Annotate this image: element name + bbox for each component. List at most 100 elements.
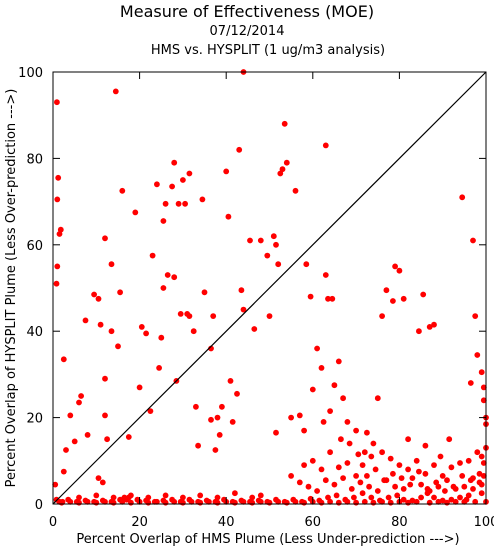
x-axis-label: Percent Overlap of HMS Plume (Less Under…	[76, 532, 459, 547]
x-tick-label: 60	[305, 515, 322, 530]
y-tick-label: 20	[26, 412, 43, 427]
data-point	[54, 99, 60, 106]
data-point	[188, 498, 195, 505]
data-point	[442, 488, 448, 494]
data-point	[193, 403, 199, 410]
data-point	[327, 449, 333, 456]
data-point	[52, 481, 59, 488]
data-point	[418, 494, 424, 501]
data-point	[318, 466, 325, 473]
data-point	[353, 499, 359, 506]
data-point	[208, 416, 214, 423]
data-point	[353, 427, 359, 434]
data-point	[368, 494, 375, 501]
data-point	[353, 473, 359, 479]
data-point	[164, 272, 171, 278]
data-point	[303, 261, 310, 268]
data-point	[344, 460, 351, 466]
data-point	[400, 496, 407, 503]
data-point	[296, 479, 303, 486]
data-point	[76, 499, 82, 506]
data-point	[214, 414, 221, 421]
data-point	[394, 492, 401, 499]
plot-area: 0 20 40 60 80 100 0 20 40 60 80 100	[18, 66, 494, 530]
data-point	[309, 386, 316, 393]
data-point	[335, 358, 342, 365]
data-point	[448, 464, 455, 471]
data-point	[84, 498, 91, 505]
data-point	[448, 496, 455, 503]
data-point	[338, 436, 344, 443]
data-point	[102, 235, 108, 242]
x-tick-label: 20	[131, 515, 148, 530]
data-point	[160, 285, 167, 291]
data-point	[104, 436, 110, 443]
data-point	[110, 499, 117, 506]
data-point	[364, 473, 370, 479]
data-point	[320, 419, 327, 425]
data-point	[60, 356, 67, 363]
data-point	[446, 436, 453, 443]
data-point	[76, 494, 82, 501]
data-point	[325, 494, 331, 501]
data-point	[472, 498, 479, 505]
data-point	[314, 488, 320, 494]
data-point	[407, 481, 414, 488]
data-point	[433, 479, 440, 486]
data-point	[136, 384, 143, 391]
data-point	[119, 498, 126, 505]
data-point	[54, 196, 61, 203]
data-point	[154, 181, 160, 188]
data-point	[55, 174, 62, 181]
data-point	[416, 328, 422, 335]
data-point	[162, 200, 169, 207]
chart-date: 07/12/2014	[210, 24, 285, 39]
data-point	[370, 499, 377, 506]
data-point	[288, 473, 294, 479]
data-point	[273, 429, 279, 436]
data-point	[318, 499, 325, 506]
data-point	[331, 481, 338, 488]
data-point	[346, 440, 353, 447]
data-point	[132, 209, 139, 216]
data-point	[422, 442, 429, 449]
data-point	[452, 486, 459, 492]
data-point	[60, 468, 67, 475]
data-point	[240, 498, 247, 505]
data-point	[385, 494, 392, 501]
data-point	[390, 298, 396, 304]
data-point	[478, 481, 485, 488]
data-point	[232, 490, 238, 497]
data-point	[219, 403, 225, 410]
data-point	[76, 399, 82, 406]
data-point	[296, 412, 303, 419]
data-point	[431, 494, 437, 501]
data-point	[318, 365, 325, 371]
data-point	[405, 499, 411, 506]
data-point	[405, 436, 411, 443]
data-point	[426, 499, 433, 506]
data-point	[431, 321, 437, 328]
data-point	[149, 252, 156, 259]
data-point	[281, 120, 288, 127]
data-point	[372, 466, 379, 473]
data-point	[273, 241, 279, 248]
data-point	[182, 200, 189, 207]
data-point	[275, 498, 282, 505]
data-point	[416, 468, 422, 475]
data-point	[225, 213, 232, 220]
data-point	[279, 166, 286, 173]
data-point	[214, 499, 221, 506]
data-point	[251, 326, 258, 332]
data-point	[180, 177, 186, 183]
chart-title: Measure of Effectiveness (MOE)	[120, 2, 374, 21]
y-axis-label: Percent Overlap of HYSPLIT Plume (Less O…	[4, 89, 19, 488]
data-point	[361, 498, 368, 505]
data-point	[249, 494, 256, 501]
data-point	[359, 490, 366, 497]
data-point	[102, 375, 108, 382]
data-point	[143, 330, 150, 337]
data-point	[383, 287, 390, 294]
data-point	[322, 477, 329, 484]
data-point	[91, 291, 97, 298]
